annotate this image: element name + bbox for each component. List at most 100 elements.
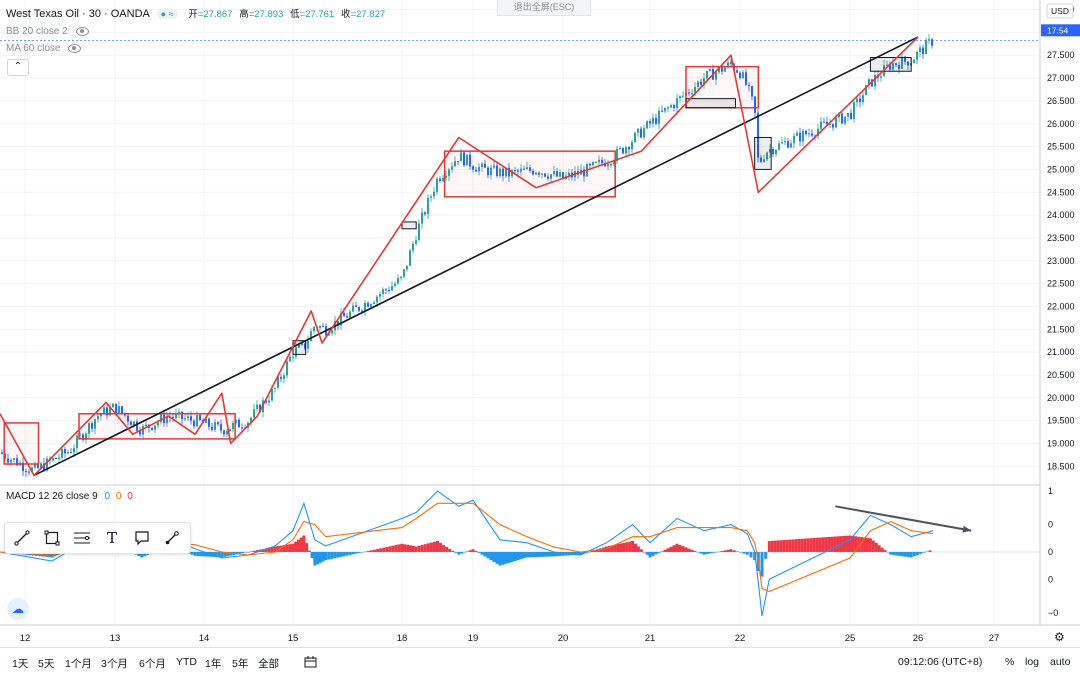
candle-up — [778, 143, 780, 150]
settings-gear-icon[interactable]: ⚙ — [1054, 630, 1065, 644]
percent-scale-toggle[interactable]: % — [1005, 656, 1015, 668]
candle-down — [472, 166, 474, 170]
macd-hist-bar-pos — [607, 545, 611, 552]
tradingview-logo-icon[interactable]: ☁ — [7, 598, 29, 620]
macd-hist-bar-pos — [631, 541, 635, 552]
range-5d-button[interactable]: 5天 — [38, 658, 55, 670]
macd-hist-bar-neg — [711, 551, 715, 553]
candle-up — [76, 435, 78, 449]
trend-line-icon[interactable] — [9, 525, 35, 551]
macd-hist-bar-neg — [739, 551, 743, 553]
eye-icon[interactable] — [68, 43, 82, 53]
range-1m-button[interactable]: 1个月 — [65, 658, 92, 670]
price-tick-label: 19.000 — [1047, 438, 1075, 448]
clock-timezone[interactable]: 09:12:06 (UTC+8) — [898, 656, 983, 668]
candle-down — [241, 427, 243, 429]
candle-down — [208, 418, 210, 427]
range-all-button[interactable]: 全部 — [258, 658, 279, 670]
range-1y-button[interactable]: 1年 — [205, 658, 222, 670]
candle-up — [13, 458, 15, 460]
macd-hist-bar-pos — [836, 536, 840, 552]
candle-down — [151, 427, 153, 430]
candle-down — [748, 84, 750, 87]
macd-hist-bar-neg — [348, 551, 352, 555]
macd-legend[interactable]: MACD 12 26 close 9 0 0 0 — [6, 491, 133, 502]
candle-down — [304, 343, 306, 349]
eye-icon[interactable] — [75, 26, 89, 36]
macd-hist-bar-neg — [313, 551, 317, 566]
time-tick-label: 21 — [645, 633, 656, 644]
candle-up — [403, 269, 405, 277]
macd-hist-bar-pos — [385, 547, 389, 552]
candle-up — [919, 47, 921, 52]
range-1d-button[interactable]: 1天 — [12, 658, 29, 670]
candle-down — [487, 167, 489, 176]
market-status-badge[interactable]: ● ≈ — [156, 9, 178, 19]
auto-scale-toggle[interactable]: auto — [1050, 656, 1071, 668]
candle-up — [676, 98, 678, 109]
macd-hist-bar-pos — [883, 550, 887, 552]
macd-tick-label: 1 — [1048, 486, 1053, 496]
candle-up — [58, 457, 60, 459]
brush-icon[interactable] — [159, 525, 185, 551]
price-tick-label: 24.500 — [1047, 187, 1075, 197]
macd-hist-bar-pos — [270, 547, 274, 552]
macd-hist-bar-neg — [573, 551, 577, 556]
candle-down — [28, 471, 30, 473]
candle-up — [397, 278, 399, 284]
macd-hist-bar-neg — [318, 551, 322, 563]
exit-fullscreen-hint[interactable]: 退出全屏(ESC) — [497, 0, 591, 16]
candle-down — [529, 167, 531, 171]
candle-up — [376, 296, 378, 303]
candle-up — [643, 128, 645, 138]
macd-hist-bar-neg — [886, 551, 890, 553]
callout-icon[interactable] — [129, 525, 155, 551]
candle-down — [25, 470, 27, 472]
candle-up — [160, 414, 162, 423]
candle-up — [46, 458, 48, 471]
range-ytd-button[interactable]: YTD — [176, 656, 197, 668]
rectangle-icon[interactable] — [39, 525, 65, 551]
candle-down — [181, 411, 183, 420]
bb-legend[interactable]: BB 20 close 2 — [6, 26, 89, 37]
candle-down — [82, 434, 84, 440]
macd-hist-bar-neg — [745, 551, 749, 555]
collapse-legend-button[interactable]: ⌃ — [7, 59, 29, 76]
range-6m-button[interactable]: 6个月 — [139, 658, 166, 670]
candle-up — [553, 171, 555, 175]
range-5y-button[interactable]: 5年 — [232, 658, 249, 670]
log-scale-toggle[interactable]: log — [1025, 656, 1040, 668]
macd-hist-bar-pos — [267, 547, 271, 552]
candle-down — [538, 172, 540, 175]
candle-up — [631, 142, 633, 150]
price-tick-label: 23.000 — [1047, 256, 1075, 266]
candle-up — [226, 431, 228, 435]
drawing-toolbar[interactable]: T — [4, 522, 191, 554]
candle-up — [868, 79, 870, 86]
macd-hist-bar-pos — [288, 544, 292, 552]
candle-down — [385, 289, 387, 291]
candle-up — [619, 147, 621, 149]
macd-hist-bar-neg — [696, 551, 700, 553]
candle-up — [646, 121, 648, 129]
macd-hist-bar-pos — [678, 544, 682, 552]
date-range-calendar-icon[interactable] — [304, 656, 317, 671]
text-tool-icon[interactable]: T — [106, 529, 117, 547]
macd-hist-bar-pos — [273, 546, 277, 552]
macd-hist-value: 0 — [127, 491, 133, 502]
candle-up — [847, 112, 849, 117]
macd-hist-bar-neg — [501, 551, 505, 565]
range-3m-button[interactable]: 3个月 — [101, 658, 128, 670]
candle-down — [610, 164, 612, 166]
candle-up — [142, 426, 144, 435]
macd-hist-bar-pos — [276, 546, 280, 552]
ma-legend[interactable]: MA 60 close — [6, 43, 82, 54]
macd-hist-bar-neg — [360, 551, 364, 553]
candle-up — [52, 458, 54, 461]
candle-down — [217, 422, 219, 425]
macd-hist-bar-neg — [238, 551, 242, 554]
candle-down — [583, 169, 585, 177]
fib-lines-icon[interactable] — [69, 525, 95, 551]
